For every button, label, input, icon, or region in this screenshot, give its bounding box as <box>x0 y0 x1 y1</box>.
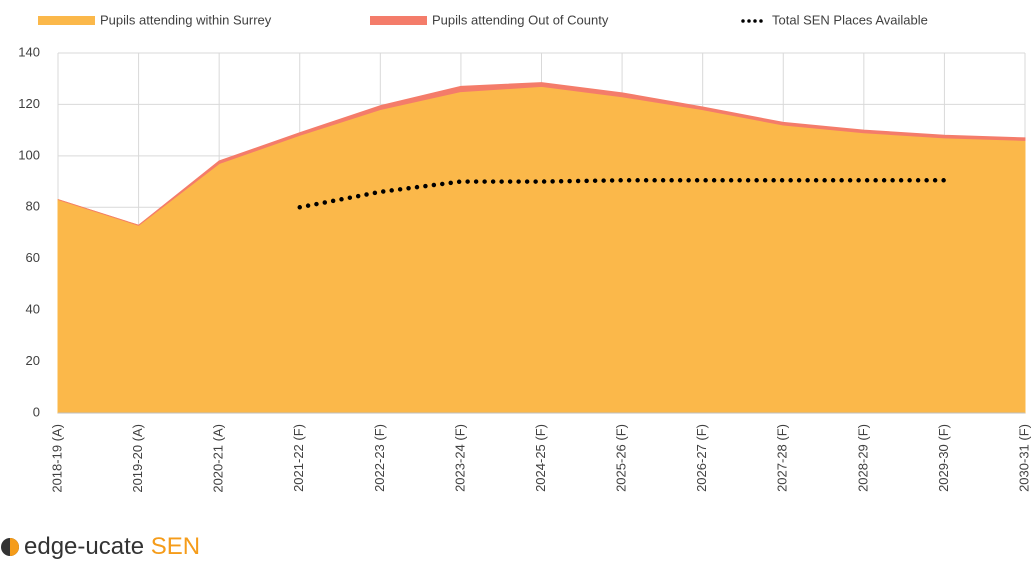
logo-icon-half <box>10 538 19 556</box>
x-tick-label: 2019-20 (A) <box>130 424 145 493</box>
x-tick-label: 2026-27 (F) <box>694 424 709 492</box>
x-tick-label: 2030-31 (F) <box>1016 424 1031 492</box>
logo-word: edge-ucate <box>24 533 144 560</box>
x-tick-label: 2029-30 (F) <box>936 424 951 492</box>
places-line <box>297 178 947 210</box>
x-tick-label: 2023-24 (F) <box>452 424 467 492</box>
y-tick-label: 60 <box>26 250 40 265</box>
legend-swatch <box>38 16 95 25</box>
y-tick-label: 120 <box>18 96 40 111</box>
x-tick-label: 2020-21 (A) <box>211 424 226 493</box>
y-tick-label: 40 <box>26 302 40 317</box>
x-tick-label: 2024-25 (F) <box>533 424 548 492</box>
y-tick-label: 0 <box>33 404 40 419</box>
x-tick-label: 2025-26 (F) <box>614 424 629 492</box>
area <box>57 82 1026 226</box>
logo-text: edge-ucate SEN <box>24 533 200 560</box>
legend-label: Pupils attending within Surrey <box>100 12 272 27</box>
y-tick-label: 20 <box>26 353 40 368</box>
x-tick-label: 2021-22 (F) <box>291 424 306 492</box>
plot: 0 20 40 60 80 100 120 140 2018-19 (A) 2019-20 (A)… <box>18 12 1031 492</box>
x-tick-label: 2018-19 (A) <box>49 424 64 493</box>
x-tick-label: 2028-29 (F) <box>855 424 870 492</box>
legend-swatch <box>370 16 427 25</box>
legend-label: Pupils attending Out of County <box>432 12 609 27</box>
x-tick-label: 2027-28 (F) <box>775 424 790 492</box>
y-tick-label: 100 <box>18 147 40 162</box>
logo: edge-ucate SEN <box>1 533 200 560</box>
area <box>57 85 1026 414</box>
logo-highlight: SEN <box>151 533 200 560</box>
y-tick-label: 140 <box>18 44 40 59</box>
legend-label: Total SEN Places Available <box>772 12 928 27</box>
x-tick-label: 2022-23 (F) <box>372 424 387 492</box>
y-tick-label: 80 <box>26 199 40 214</box>
